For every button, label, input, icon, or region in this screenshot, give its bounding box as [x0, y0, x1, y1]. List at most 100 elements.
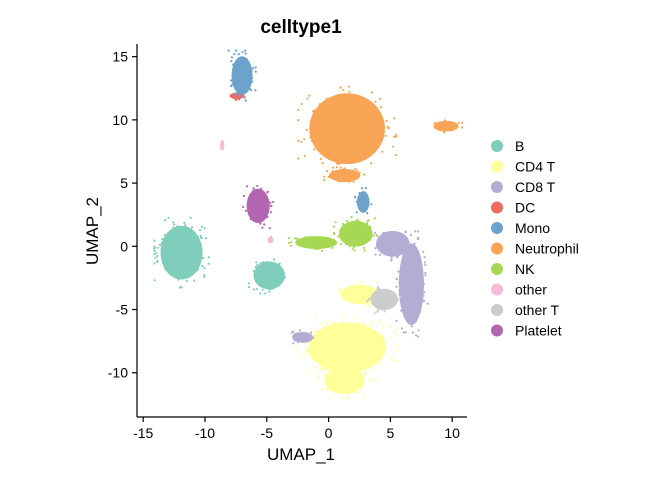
data-point	[156, 246, 159, 249]
data-point	[264, 292, 267, 295]
data-point	[175, 244, 178, 247]
data-point	[260, 270, 263, 273]
data-point	[349, 159, 352, 162]
data-point	[417, 297, 420, 301]
data-point	[335, 131, 338, 134]
data-point	[203, 266, 206, 270]
data-point	[373, 349, 376, 352]
data-point	[323, 244, 326, 248]
data-point	[268, 290, 271, 293]
data-point	[353, 238, 356, 241]
data-point	[320, 347, 323, 350]
data-point	[327, 175, 330, 178]
data-point	[325, 361, 328, 364]
data-point	[325, 359, 328, 362]
data-point	[384, 235, 387, 239]
data-point	[333, 383, 336, 386]
data-point	[365, 128, 368, 131]
data-point	[414, 259, 417, 262]
data-point	[347, 397, 350, 400]
data-point	[400, 277, 403, 281]
data-point	[232, 81, 235, 84]
data-point	[247, 286, 250, 289]
data-point	[393, 250, 396, 253]
data-point	[248, 212, 251, 215]
data-point	[311, 238, 314, 241]
data-point	[323, 124, 327, 127]
data-point	[422, 294, 425, 297]
data-point	[183, 221, 186, 224]
data-point	[369, 146, 372, 149]
data-point	[404, 249, 407, 252]
data-point	[405, 283, 408, 286]
data-point	[337, 235, 340, 238]
data-point	[184, 248, 187, 252]
data-point	[186, 244, 189, 247]
data-point	[366, 132, 369, 135]
data-point	[407, 275, 411, 278]
data-point	[184, 224, 187, 227]
data-point	[367, 298, 370, 301]
data-point	[254, 277, 257, 280]
data-point	[272, 200, 275, 204]
data-point	[248, 74, 251, 77]
data-point	[241, 69, 244, 72]
data-point	[264, 199, 267, 203]
data-point	[335, 107, 338, 110]
data-point	[407, 308, 410, 311]
data-point	[353, 363, 356, 366]
data-point	[287, 237, 291, 240]
data-point	[276, 277, 279, 280]
data-point	[346, 131, 349, 134]
data-point	[325, 153, 328, 157]
data-point	[258, 204, 261, 207]
data-point	[328, 360, 331, 363]
data-point	[367, 305, 370, 308]
data-point	[256, 216, 259, 219]
data-point	[414, 295, 417, 299]
data-point	[403, 269, 406, 272]
data-point	[396, 256, 399, 259]
data-point	[329, 355, 333, 358]
data-point	[313, 330, 316, 333]
data-point	[172, 263, 175, 267]
data-point	[318, 353, 322, 356]
data-point	[366, 222, 369, 225]
data-point	[182, 251, 185, 254]
data-point	[372, 132, 376, 135]
data-point	[417, 267, 420, 270]
data-point	[265, 271, 269, 274]
data-point	[316, 335, 319, 338]
data-point	[279, 273, 282, 276]
data-point	[442, 127, 445, 130]
data-point	[396, 239, 399, 242]
data-point	[359, 299, 362, 302]
data-point	[196, 240, 199, 243]
data-point	[353, 359, 356, 362]
data-point	[271, 240, 274, 243]
data-point	[303, 353, 306, 356]
legend-label: CD8 T	[515, 179, 556, 195]
data-point	[366, 136, 369, 139]
data-point	[361, 354, 364, 357]
data-point	[362, 246, 365, 249]
data-point	[236, 61, 239, 64]
data-point	[385, 297, 388, 301]
data-point	[372, 234, 375, 237]
data-point	[356, 339, 359, 342]
data-point	[186, 247, 189, 250]
data-point	[339, 153, 342, 156]
data-point	[443, 124, 446, 127]
data-point	[309, 244, 312, 247]
data-point	[295, 332, 298, 335]
data-point	[262, 207, 265, 211]
data-point	[388, 293, 391, 296]
data-point	[219, 143, 222, 146]
data-point	[318, 343, 321, 346]
data-point	[326, 139, 330, 143]
data-point	[344, 329, 347, 332]
data-point	[409, 282, 412, 285]
data-point	[237, 98, 240, 101]
data-point	[323, 136, 327, 139]
data-point	[295, 339, 298, 342]
